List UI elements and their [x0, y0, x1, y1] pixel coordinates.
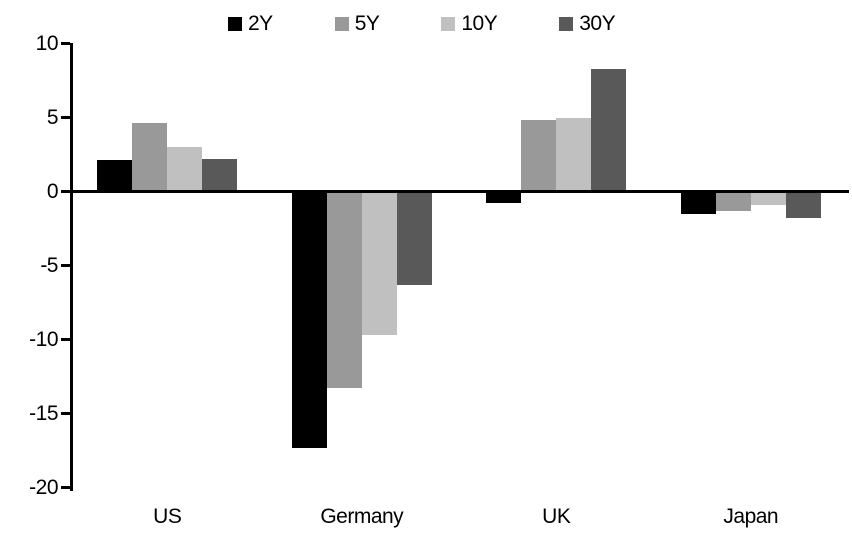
legend-label: 30Y: [579, 12, 616, 35]
legend-swatch-2y: [228, 17, 242, 31]
legend-swatch-10y: [441, 17, 456, 31]
y-axis-tick: [61, 264, 70, 267]
legend-label: 10Y: [461, 12, 498, 35]
legend-label: 5Y: [354, 12, 380, 35]
y-axis-tick: [61, 486, 70, 489]
y-axis-tick-label: 10: [35, 32, 59, 55]
y-axis-tick-label: -20: [29, 476, 58, 499]
bar-us-10y: [167, 147, 203, 192]
bar-japan-5y: [715, 191, 751, 211]
bar-us-30y: [202, 158, 238, 192]
y-axis-tick-label: 5: [46, 106, 59, 129]
x-axis-label-germany: Germany: [320, 505, 404, 528]
x-axis-label-japan: Japan: [723, 505, 779, 528]
bar-uk-2y: [486, 191, 522, 204]
x-axis-label-us: US: [153, 505, 182, 528]
bar-japan-30y: [785, 191, 821, 219]
y-axis-tick: [61, 338, 70, 341]
bar-uk-5y: [521, 120, 557, 192]
bar-japan-2y: [680, 191, 716, 214]
y-axis-tick: [61, 412, 70, 415]
legend-swatch-30y: [559, 17, 574, 31]
zero-baseline: [70, 190, 849, 193]
y-axis-tick-label: -15: [29, 402, 58, 425]
legend-item-30y: 30Y: [559, 12, 616, 36]
y-axis-tick: [61, 190, 70, 193]
y-axis-tick-label: 0: [46, 180, 59, 203]
y-axis-tick-label: -10: [29, 328, 58, 351]
legend-item-5y: 5Y: [334, 12, 380, 36]
legend-item-2y: 2Y: [228, 12, 273, 36]
bar-japan-10y: [750, 191, 786, 205]
bar-germany-2y: [291, 191, 327, 448]
bar-uk-10y: [556, 117, 592, 192]
y-axis-tick: [61, 116, 70, 119]
y-axis-line: [70, 43, 73, 491]
legend-swatch-5y: [334, 17, 349, 31]
bar-germany-5y: [326, 191, 362, 389]
bar-uk-30y: [591, 68, 627, 192]
legend-label: 2Y: [248, 12, 273, 35]
y-axis-tick-label: -5: [40, 254, 58, 277]
chart-legend: 2Y 5Y 10Y 30Y: [228, 11, 616, 37]
y-axis-tick: [61, 42, 70, 45]
legend-item-10y: 10Y: [441, 12, 498, 36]
bar-germany-10y: [361, 191, 397, 336]
bar-us-2y: [97, 160, 133, 192]
bar-germany-30y: [396, 191, 432, 285]
x-axis-label-uk: UK: [542, 505, 571, 528]
bar-us-5y: [132, 123, 168, 192]
